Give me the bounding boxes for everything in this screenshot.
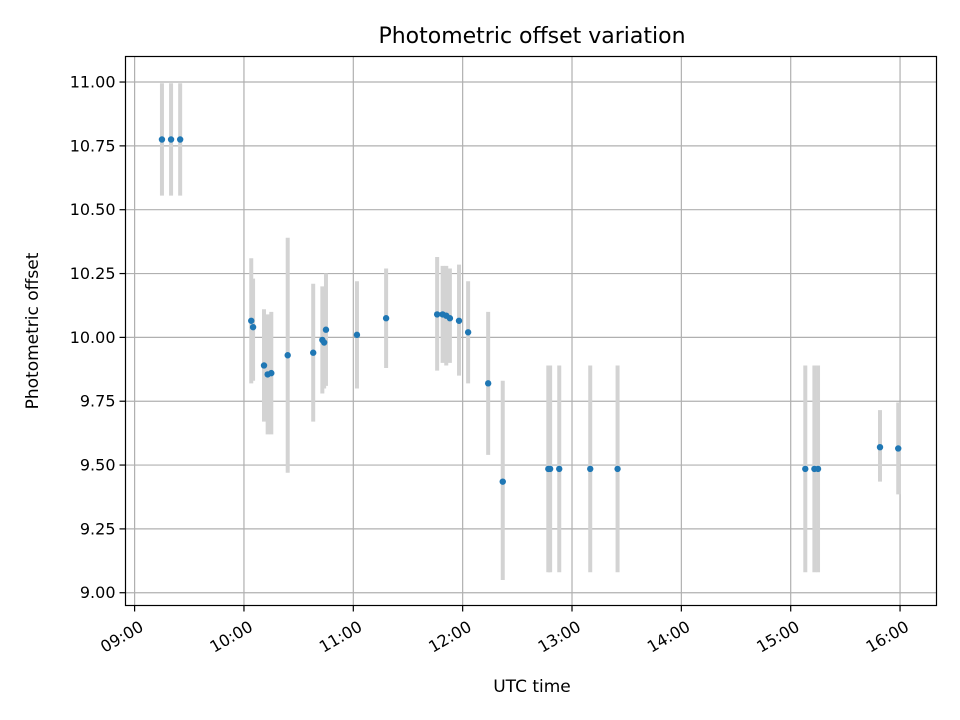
chart-title: Photometric offset variation: [378, 24, 685, 49]
data-point: [556, 465, 563, 473]
x-tick-label: 16:00: [863, 617, 912, 657]
x-tick-label: 10:00: [207, 617, 256, 657]
x-tick-label: 09:00: [97, 617, 146, 657]
data-point: [802, 465, 809, 473]
plot-frame: [124, 55, 938, 607]
data-point: [167, 136, 175, 143]
y-tick-label: 9.75: [80, 392, 116, 411]
y-tick-label: 9.50: [80, 456, 116, 475]
grid: [125, 56, 937, 606]
data-point: [268, 369, 275, 377]
data-point: [446, 315, 454, 322]
data-point: [499, 478, 506, 485]
data-point: [260, 362, 268, 369]
x-tick-label: 14:00: [644, 617, 693, 657]
data-point: [433, 311, 441, 318]
data-point: [814, 465, 822, 473]
x-axis-ticks: 09:00 10:00 11:00 12:00 13:00 14:00 15:00 16:00: [97, 605, 912, 657]
x-tick-label: 12:00: [425, 617, 474, 657]
y-axis-ticks: 9.00 9.25 9.50 9.75 10.00 10.25 10.50 10.75 11.0…: [70, 73, 126, 602]
y-tick-label: 9.00: [80, 583, 116, 602]
data-points: [158, 136, 902, 485]
y-axis-label: Photometric offset: [23, 252, 43, 409]
x-tick-label: 11:00: [316, 617, 365, 657]
y-tick-label: 10.75: [70, 136, 116, 155]
data-point: [310, 349, 317, 356]
data-point: [614, 465, 621, 473]
data-point: [895, 445, 902, 452]
x-tick-label: 15:00: [753, 617, 802, 657]
y-tick-label: 9.25: [80, 519, 116, 538]
data-point: [484, 380, 492, 387]
data-point: [322, 326, 330, 333]
data-point: [587, 465, 594, 473]
data-point: [176, 136, 184, 143]
data-point: [353, 331, 361, 339]
data-point: [320, 339, 328, 346]
y-tick-label: 10.50: [70, 200, 116, 219]
error-bars: [159, 83, 901, 580]
x-axis-label: UTC time: [493, 677, 571, 697]
data-point: [876, 443, 884, 451]
data-point: [249, 323, 257, 331]
data-point: [284, 352, 291, 359]
data-point: [455, 317, 463, 324]
data-point: [546, 465, 554, 473]
y-tick-label: 10.00: [70, 328, 116, 347]
y-tick-label: 10.25: [70, 264, 116, 283]
data-point: [382, 315, 390, 322]
data-point: [464, 329, 472, 336]
x-tick-label: 13:00: [535, 617, 584, 657]
y-tick-label: 11.00: [70, 73, 116, 92]
data-point: [248, 317, 255, 324]
data-point: [158, 136, 166, 143]
